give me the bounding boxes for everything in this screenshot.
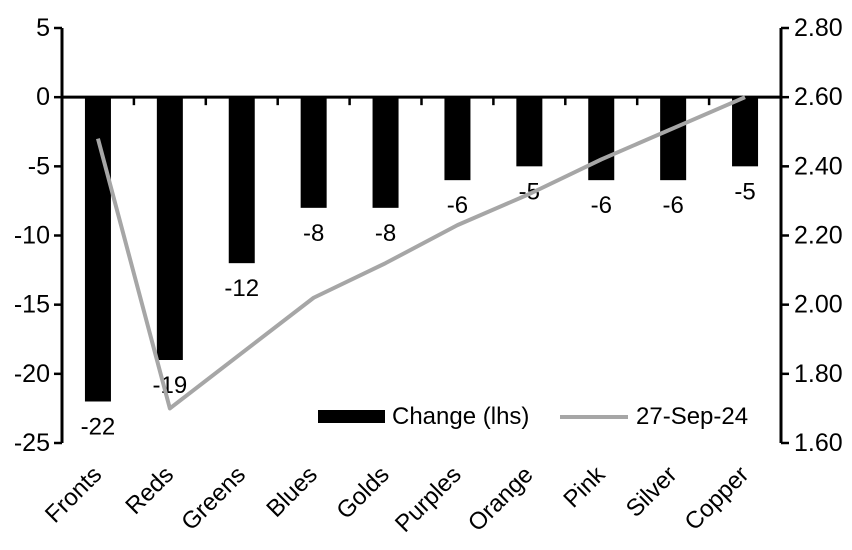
right-axis-tick-label: 2.20: [794, 222, 843, 250]
bar-data-label: -8: [375, 220, 396, 247]
right-axis-tick-label: 1.60: [794, 429, 843, 457]
bar-reds: [156, 97, 183, 361]
left-axis-tick-label: -20: [14, 360, 50, 388]
bar-data-label: -5: [734, 178, 755, 205]
bar-data-label: -6: [447, 192, 468, 219]
bar-fronts: [84, 97, 111, 402]
bar-pink: [588, 97, 615, 181]
category-label-copper: Copper: [680, 461, 755, 536]
category-label-silver: Silver: [621, 461, 683, 523]
left-axis-tick-label: 0: [36, 83, 50, 111]
category-label-pink: Pink: [558, 460, 611, 513]
left-axis-tick-label: -5: [28, 152, 50, 180]
left-axis-tick-label: -25: [14, 429, 50, 457]
category-label-golds: Golds: [331, 461, 394, 524]
category-label-greens: Greens: [176, 461, 251, 536]
right-axis-tick-label: 2.00: [794, 291, 843, 319]
bar-silver: [660, 97, 687, 181]
left-axis-tick-label: -15: [14, 291, 50, 319]
line-series: [96, 95, 746, 411]
bar-data-label: -19: [153, 372, 188, 399]
legend-bar-swatch: [318, 410, 385, 423]
bar-data-label: -8: [303, 220, 324, 247]
bar-data-label: -6: [662, 192, 683, 219]
bar-data-label: -22: [81, 414, 116, 441]
category-label-reds: Reds: [120, 461, 179, 520]
bar-purples: [444, 97, 471, 181]
bar-data-label: -6: [591, 192, 612, 219]
right-axis-tick-label: 2.60: [794, 83, 843, 111]
category-label-fronts: Fronts: [40, 461, 107, 528]
bar-greens: [228, 97, 255, 264]
legend-label-change: Change (lhs): [392, 403, 529, 430]
category-label-purples: Purples: [390, 461, 467, 538]
legend-label-date: 27-Sep-24: [636, 403, 748, 430]
right-axis-tick-label: 1.80: [794, 360, 843, 388]
right-axis-tick-label: 2.40: [794, 152, 843, 180]
category-label-orange: Orange: [463, 461, 539, 537]
bar-golds: [372, 97, 399, 208]
bar-data-label: -12: [224, 275, 259, 302]
left-axis-tick-label: 5: [36, 14, 50, 42]
category-label-blues: Blues: [261, 461, 323, 523]
bar-copper: [732, 97, 759, 167]
right-axis-tick-label: 2.80: [794, 14, 843, 42]
left-axis-tick-label: -10: [14, 222, 50, 250]
bar-orange: [516, 97, 543, 167]
bar-blues: [300, 97, 327, 208]
